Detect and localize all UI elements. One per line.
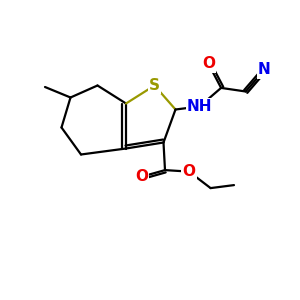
Text: O: O xyxy=(135,169,148,184)
Text: O: O xyxy=(202,56,215,71)
Text: N: N xyxy=(258,62,271,77)
Text: S: S xyxy=(149,78,160,93)
Text: NH: NH xyxy=(187,99,212,114)
Text: O: O xyxy=(182,164,196,179)
